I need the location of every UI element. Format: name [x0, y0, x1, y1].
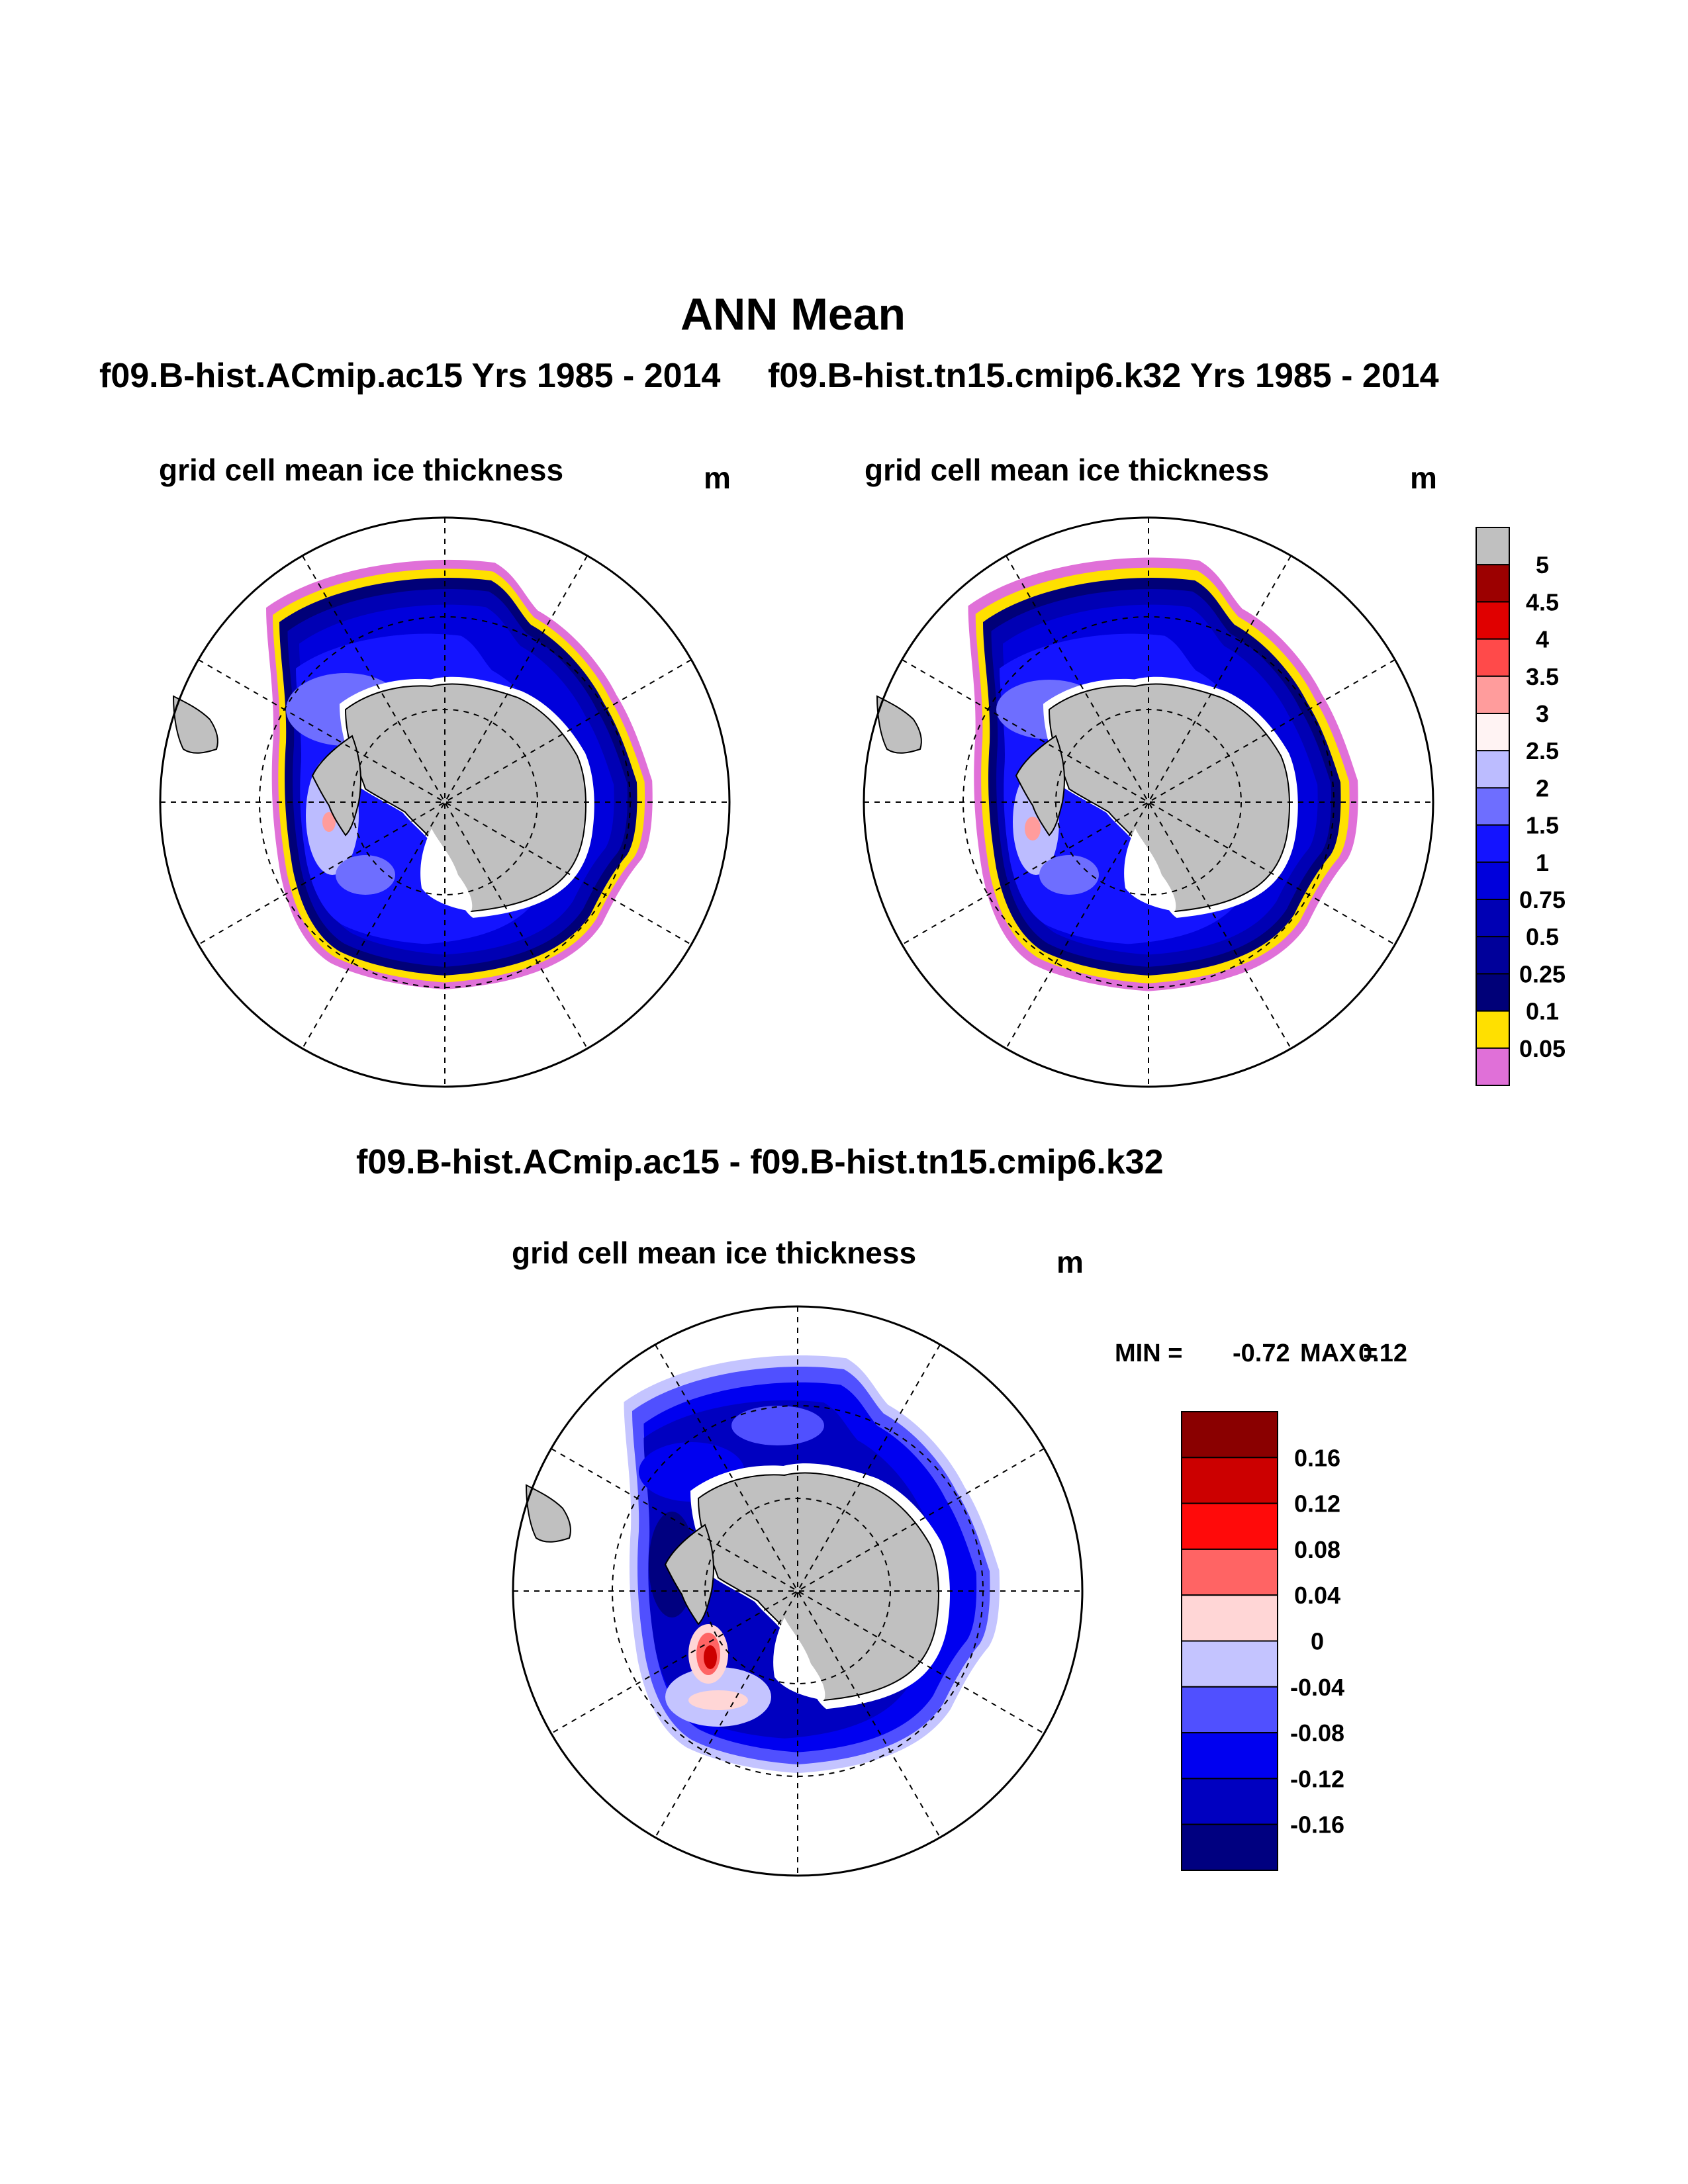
- colorbar-thickness-label: 2.5: [1526, 737, 1559, 764]
- panel1-case-label: f09.B-hist.ACmip.ac15 Yrs 1985 - 2014: [99, 357, 721, 395]
- colorbar-thickness-swatch: [1476, 713, 1510, 752]
- colorbar-diff-label: 0: [1311, 1628, 1324, 1655]
- colorbar-diff-swatch: [1181, 1457, 1278, 1504]
- colorbar-thickness-swatch: [1476, 861, 1510, 901]
- colorbar-diff-swatch: [1181, 1778, 1278, 1825]
- colorbar-diff-label: 0.16: [1294, 1444, 1340, 1471]
- colorbar-thickness-label: 0.75: [1519, 886, 1566, 913]
- diff-case-label: f09.B-hist.ACmip.ac15 - f09.B-hist.tn15.…: [356, 1143, 1164, 1181]
- colorbar-thickness-label: 1.5: [1526, 812, 1559, 839]
- colorbar-thickness-swatch: [1476, 527, 1510, 566]
- colorbar-thickness-swatch: [1476, 601, 1510, 640]
- colorbar-diff-label: -0.12: [1290, 1765, 1344, 1792]
- colorbar-diff-label: 0.04: [1294, 1582, 1340, 1609]
- colorbar-thickness-label: 4: [1536, 626, 1549, 653]
- map-panel-1: [159, 516, 731, 1088]
- diff-field: [624, 1355, 1000, 1774]
- map-panel-diff: [512, 1305, 1084, 1877]
- colorbar-diff-swatch: [1181, 1411, 1278, 1459]
- colorbar-diff-swatch: [1181, 1732, 1278, 1780]
- colorbar-difference: 0.16 0.12 0.08 0.04 0 -0.04 -0.08 -0.12 -0.16: [1181, 1411, 1344, 1871]
- colorbar-thickness: 5 4.5 4 3.5 3 2.5 2 1.5 1 0.75 0.5 0.25 0.1 0.05: [1476, 527, 1566, 1087]
- figure-title: ANN Mean: [680, 289, 906, 340]
- colorbar-diff-swatch: [1181, 1594, 1278, 1642]
- panel1-units: m: [704, 461, 731, 495]
- colorbar-thickness-label: 0.1: [1526, 998, 1559, 1025]
- diff-max-value: 0.12: [1358, 1340, 1407, 1367]
- diff-min-label: MIN =: [1115, 1340, 1183, 1367]
- colorbar-thickness-label: 2: [1536, 774, 1549, 801]
- panel2-case-label: f09.B-hist.tn15.cmip6.k32 Yrs 1985 - 201…: [768, 357, 1439, 395]
- colorbar-thickness-label: 1: [1536, 849, 1549, 876]
- colorbar-thickness-label: 3.5: [1526, 663, 1559, 690]
- panel1-field-label: grid cell mean ice thickness: [159, 453, 564, 487]
- diff-field-label: grid cell mean ice thickness: [512, 1236, 917, 1270]
- colorbar-thickness-label: 0.5: [1526, 923, 1559, 950]
- colorbar-diff-swatch: [1181, 1548, 1278, 1596]
- colorbar-thickness-swatch: [1476, 750, 1510, 789]
- colorbar-thickness-swatch: [1476, 936, 1510, 975]
- colorbar-diff-swatch: [1181, 1686, 1278, 1734]
- colorbar-thickness-swatch: [1476, 638, 1510, 677]
- colorbar-diff-label: 0.08: [1294, 1536, 1340, 1563]
- colorbar-thickness-swatch: [1476, 787, 1510, 826]
- colorbar-thickness-swatch: [1476, 824, 1510, 863]
- panel2-units: m: [1410, 461, 1437, 495]
- graticule: [160, 518, 729, 1087]
- diff-units: m: [1056, 1245, 1084, 1279]
- colorbar-diff-swatch: [1181, 1640, 1278, 1688]
- colorbar-thickness-swatch: [1476, 1010, 1510, 1049]
- panel2-field-label: grid cell mean ice thickness: [865, 453, 1270, 487]
- graticule: [864, 518, 1433, 1087]
- colorbar-diff-label: 0.12: [1294, 1490, 1340, 1518]
- colorbar-thickness-label: 0.25: [1519, 960, 1566, 987]
- diff-max-label: MAX =: [1300, 1340, 1378, 1367]
- colorbar-thickness-label: 5: [1536, 551, 1549, 578]
- colorbar-diff-label: -0.08: [1290, 1719, 1344, 1747]
- colorbar-thickness-label: 3: [1536, 700, 1549, 727]
- graticule: [513, 1306, 1082, 1876]
- colorbar-thickness-swatch: [1476, 564, 1510, 603]
- diff-min-value: -0.72: [1233, 1340, 1290, 1367]
- colorbar-thickness-swatch: [1476, 1047, 1510, 1087]
- colorbar-diff-swatch: [1181, 1502, 1278, 1550]
- colorbar-diff-label: -0.04: [1290, 1674, 1344, 1701]
- colorbar-thickness-label: 0.05: [1519, 1035, 1566, 1062]
- map-panel-2: [863, 516, 1434, 1088]
- colorbar-thickness-label: 4.5: [1526, 588, 1559, 615]
- colorbar-thickness-swatch: [1476, 973, 1510, 1012]
- colorbar-diff-label: -0.16: [1290, 1811, 1344, 1839]
- colorbar-diff-swatch: [1181, 1823, 1278, 1871]
- colorbar-thickness-swatch: [1476, 899, 1510, 938]
- colorbar-thickness-swatch: [1476, 675, 1510, 714]
